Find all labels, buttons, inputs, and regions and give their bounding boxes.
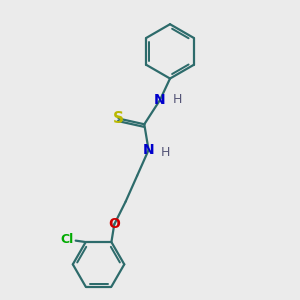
Text: O: O — [108, 217, 120, 231]
Text: H: H — [172, 94, 182, 106]
Text: S: S — [113, 111, 124, 126]
Text: Cl: Cl — [61, 233, 74, 246]
Text: N: N — [143, 143, 154, 157]
Text: N: N — [154, 93, 166, 107]
Text: H: H — [161, 146, 170, 159]
